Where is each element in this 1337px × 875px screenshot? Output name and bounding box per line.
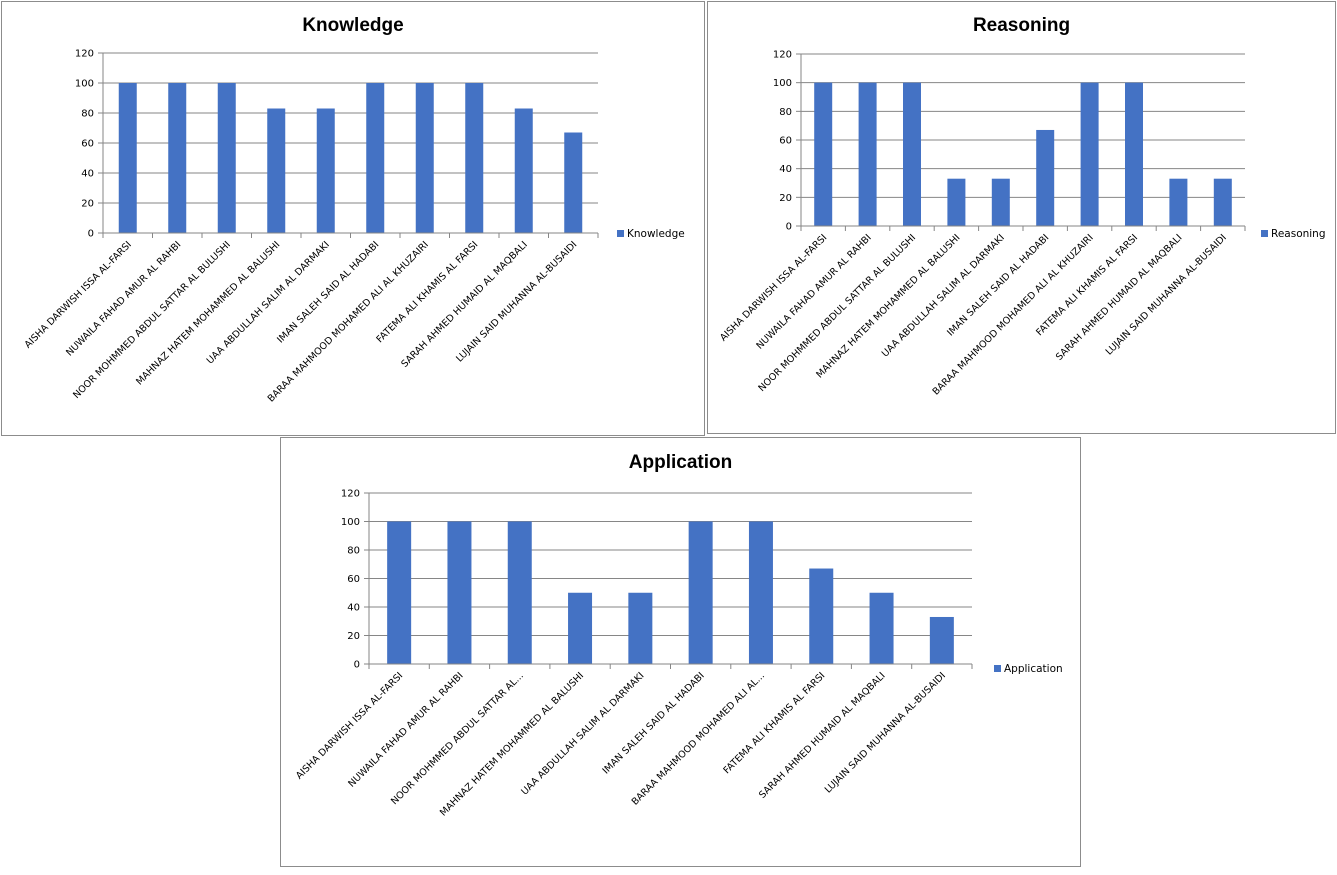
- bar: [168, 83, 187, 233]
- x-tick-label: NOOR MOHMMED ABDUL SATTAR AL BULUSHI: [756, 232, 918, 394]
- legend-label: Reasoning: [1271, 228, 1326, 240]
- bar: [366, 83, 385, 233]
- bar: [387, 521, 412, 664]
- bar: [1125, 82, 1143, 227]
- x-tick-label: NUWAILA FAHAD AMUR AL RAHBI: [346, 670, 465, 789]
- y-tick-label: 0: [88, 229, 94, 240]
- bar: [1036, 129, 1055, 226]
- bar: [858, 82, 877, 227]
- y-tick-label: 80: [779, 107, 792, 118]
- bar: [564, 132, 583, 233]
- x-tick-label: AISHA DARWISH ISSA AL-FARSI: [294, 670, 405, 781]
- bar: [267, 108, 286, 233]
- y-tick-label: 20: [779, 193, 792, 204]
- x-tick-label: IMAN SALEH SAID AL HADABI: [275, 239, 381, 345]
- legend-swatch: [994, 665, 1001, 672]
- bar: [316, 108, 335, 233]
- legend-label: Application: [1004, 663, 1063, 675]
- y-tick-label: 0: [786, 222, 792, 233]
- x-tick-label: BARAA MAHMOOD MOHAMED ALI AL...: [630, 670, 767, 807]
- chart-knowledge: Knowledge 0 20 40 60 80 100 120 AISHA DARWISH I…: [1, 1, 705, 436]
- bar: [688, 521, 713, 664]
- bar: [1169, 178, 1188, 226]
- chart-application: Application 0 20 40 60 80 100 120 AISHA DARWISH…: [280, 437, 1081, 867]
- y-tick-label: 40: [347, 603, 360, 614]
- y-tick-label: 80: [81, 109, 94, 120]
- y-tick-label: 100: [75, 79, 94, 90]
- x-tick-label: FATEMA ALI KHAMIS AL FARSI: [721, 670, 827, 776]
- bar: [903, 82, 921, 227]
- x-tick-label: LUJAIN SAID MUHANNA AL-BUSAIDI: [823, 670, 948, 795]
- bar: [748, 521, 773, 664]
- bar: [929, 616, 954, 664]
- x-tick-label: IMAN SALEH SAID AL HADABI: [601, 670, 707, 776]
- bar: [118, 83, 137, 233]
- y-tick-label: 20: [347, 631, 360, 642]
- chart-plot-knowledge: 0 20 40 60 80 100 120 AISHA DARWISH ISSA AL-FAR…: [23, 49, 685, 405]
- chart-reasoning: Reasoning 0 20 40 60 80 100 120 AISHA DARWISH I…: [707, 1, 1336, 434]
- x-tick-label: UAA ABDULLAH SALIM AL DARMAKI: [519, 670, 646, 797]
- bar: [814, 82, 833, 227]
- bar: [465, 83, 484, 233]
- legend-swatch: [617, 230, 624, 237]
- bar: [447, 521, 472, 664]
- bar: [628, 592, 653, 664]
- bar: [217, 83, 236, 233]
- bar: [809, 568, 834, 664]
- y-tick-label: 120: [75, 49, 94, 60]
- bar: [507, 521, 532, 664]
- x-tick-label: SARAH AHMED HUMAID AL MAQBALI: [757, 670, 888, 801]
- chart-title: Application: [628, 452, 733, 473]
- x-tick-label: BARAA MAHMOOD MOHAMED ALI AL KHUZAIRI: [931, 232, 1096, 397]
- x-tick-label: FATEMA ALI KHAMIS AL FARSI: [374, 239, 480, 345]
- bar: [991, 178, 1010, 226]
- y-tick-label: 100: [341, 517, 360, 528]
- y-tick-label: 60: [779, 136, 792, 147]
- y-tick-label: 60: [81, 139, 94, 150]
- y-tick-label: 40: [779, 164, 792, 175]
- chart-title: Knowledge: [302, 15, 404, 36]
- bar: [1213, 178, 1232, 226]
- chart-title: Reasoning: [972, 15, 1071, 36]
- x-tick-label: AISHA DARWISH ISSA AL-FARSI: [23, 239, 134, 350]
- legend-label: Knowledge: [627, 228, 685, 240]
- y-tick-label: 40: [81, 169, 94, 180]
- chart-plot-application: 0 20 40 60 80 100 120 AISHA DARWISH ISSA AL-FAR…: [294, 489, 1063, 819]
- bar: [415, 83, 434, 233]
- x-tick-label: NOOR MOHMMED ABDUL SATTAR AL...: [389, 670, 526, 807]
- bar: [514, 108, 533, 233]
- y-tick-label: 0: [354, 660, 360, 671]
- y-tick-label: 60: [347, 574, 360, 585]
- bar: [869, 592, 894, 664]
- y-tick-label: 100: [773, 78, 792, 89]
- y-tick-label: 20: [81, 199, 94, 210]
- y-tick-label: 120: [341, 489, 360, 500]
- legend-swatch: [1261, 230, 1268, 237]
- bar: [1080, 82, 1099, 227]
- bar: [947, 178, 966, 226]
- bar: [568, 592, 593, 664]
- y-tick-label: 120: [773, 50, 792, 61]
- y-tick-label: 80: [347, 546, 360, 557]
